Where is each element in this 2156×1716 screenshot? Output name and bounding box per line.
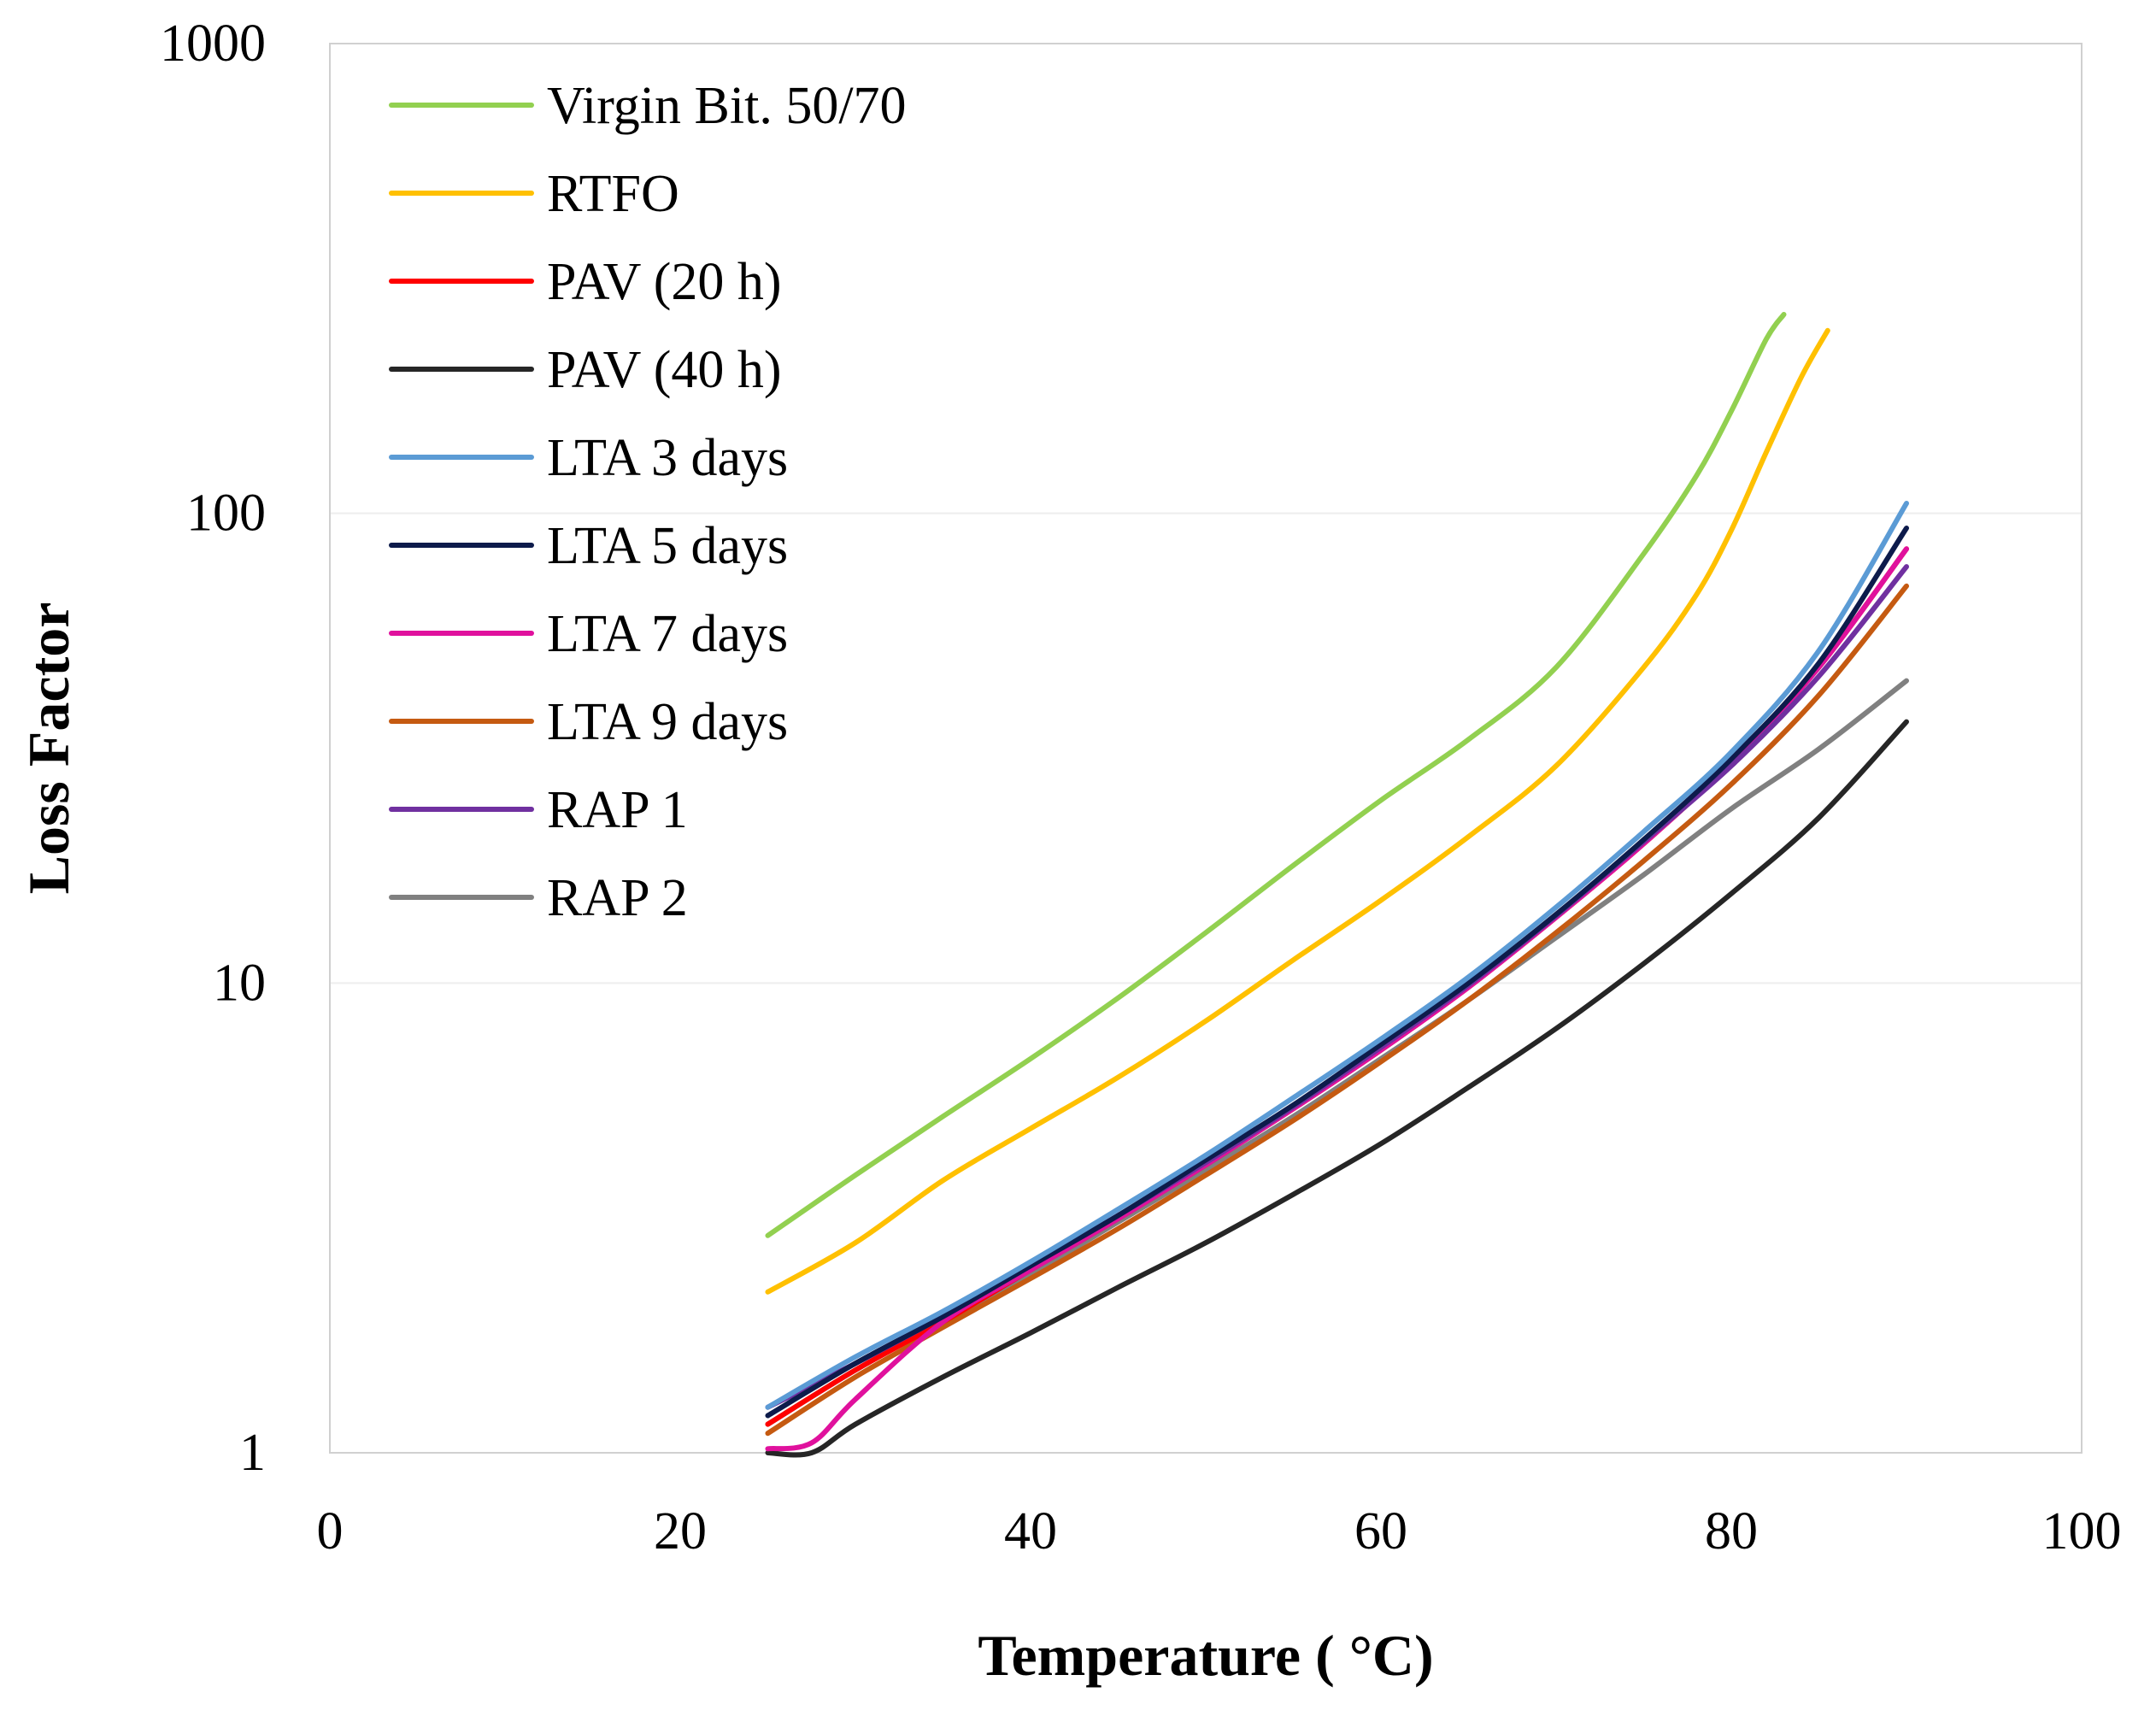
series-lines — [765, 312, 1909, 1458]
series-line-lta-3-days — [765, 501, 1909, 1410]
legend-label: PAV (40 h) — [547, 341, 782, 399]
plot-area — [329, 43, 2083, 1454]
legend-label: RTFO — [547, 165, 679, 223]
legend-label: LTA 3 days — [547, 429, 788, 487]
legend-label: RAP 2 — [547, 869, 688, 927]
legend-label: RAP 1 — [547, 781, 688, 839]
legend: Virgin Bit. 50/70 RTFO PAV (20 h) PAV (40 h… — [389, 77, 907, 927]
x-tick-label: 40 — [1004, 1502, 1057, 1560]
y-tick-label: 100 — [186, 485, 266, 543]
y-tick-label: 1 — [239, 1424, 266, 1482]
series-line-virgin-bit-50-70 — [765, 312, 1787, 1238]
legend-label: LTA 5 days — [547, 517, 788, 575]
legend-label: LTA 7 days — [547, 605, 788, 663]
y-axis-ticks: 1 10 100 1000 — [160, 15, 266, 1482]
series-line-lta-5-days — [765, 526, 1909, 1419]
legend-label: LTA 9 days — [547, 693, 788, 751]
legend-label: PAV (20 h) — [547, 253, 782, 311]
series-line-lta-9-days — [765, 583, 1909, 1437]
y-tick-label: 1000 — [160, 15, 266, 73]
legend-label: Virgin Bit. 50/70 — [547, 77, 907, 135]
series-line-pav-40-h — [765, 719, 1909, 1458]
x-tick-label: 0 — [317, 1502, 344, 1560]
series-line-rtfo — [765, 327, 1830, 1295]
x-tick-label: 80 — [1705, 1502, 1758, 1560]
y-tick-label: 10 — [213, 954, 266, 1012]
x-tick-label: 60 — [1354, 1502, 1407, 1560]
x-axis-title: Temperature ( °C) — [978, 1623, 1433, 1688]
x-axis-ticks: 0 20 40 60 80 100 — [317, 1502, 2122, 1560]
y-axis-title: Loss Factor — [16, 602, 81, 895]
x-tick-label: 20 — [654, 1502, 707, 1560]
x-tick-label: 100 — [2042, 1502, 2122, 1560]
